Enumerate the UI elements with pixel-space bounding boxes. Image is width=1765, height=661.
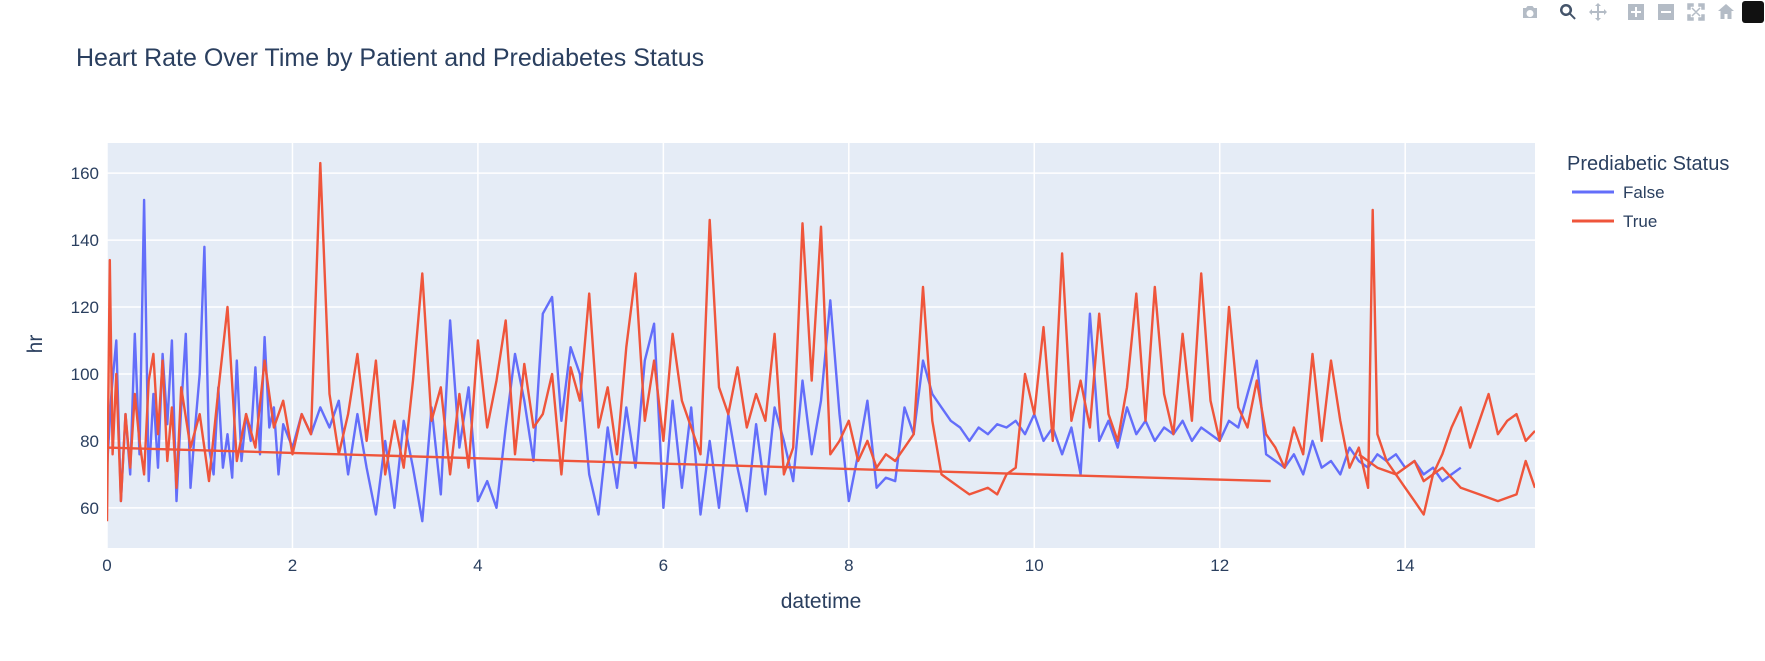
plot-area xyxy=(107,143,1535,548)
modebar xyxy=(1515,0,1765,24)
camera-icon[interactable] xyxy=(1515,0,1545,24)
x-tick-label: 6 xyxy=(659,556,668,575)
y-axis-label: hr xyxy=(24,335,47,354)
y-tick-label: 100 xyxy=(71,365,99,384)
legend-entry-false[interactable]: False xyxy=(1623,183,1665,202)
y-tick-label: 80 xyxy=(80,432,99,451)
x-tick-label: 2 xyxy=(288,556,297,575)
chart-title: Heart Rate Over Time by Patient and Pred… xyxy=(76,44,704,72)
legend-title: Prediabetic Status xyxy=(1567,153,1729,175)
x-tick-label: 12 xyxy=(1210,556,1229,575)
x-axis-label: datetime xyxy=(781,590,862,613)
y-tick-label: 140 xyxy=(71,231,99,250)
y-tick-label: 60 xyxy=(80,499,99,518)
home-icon[interactable] xyxy=(1711,0,1741,24)
series-line-true-3 xyxy=(1358,453,1535,503)
y-tick-labels: 60 80 100 120 140 160 xyxy=(71,164,99,518)
x-tick-label: 14 xyxy=(1396,556,1415,575)
series-line-true-2 xyxy=(107,446,1271,483)
grid xyxy=(106,143,1535,548)
x-tick-labels: 0 2 4 6 8 10 12 14 xyxy=(102,556,1414,575)
autoscale-icon[interactable] xyxy=(1681,0,1711,24)
y-tick-label: 120 xyxy=(71,298,99,317)
x-tick-label: 8 xyxy=(844,556,853,575)
zoom-icon[interactable] xyxy=(1553,0,1583,24)
plotly-logo-icon[interactable] xyxy=(1741,0,1765,24)
legend: Prediabetic Status False True xyxy=(1567,153,1729,231)
x-tick-label: 10 xyxy=(1025,556,1044,575)
x-tick-label: 4 xyxy=(473,556,482,575)
series-layer xyxy=(107,161,1535,523)
pan-icon[interactable] xyxy=(1583,0,1613,24)
x-tick-label: 0 xyxy=(102,556,111,575)
legend-entry-true[interactable]: True xyxy=(1623,212,1657,231)
zoom-in-icon[interactable] xyxy=(1621,0,1651,24)
y-tick-label: 160 xyxy=(71,164,99,183)
zoom-out-icon[interactable] xyxy=(1651,0,1681,24)
series-line-true-1 xyxy=(107,161,1535,522)
